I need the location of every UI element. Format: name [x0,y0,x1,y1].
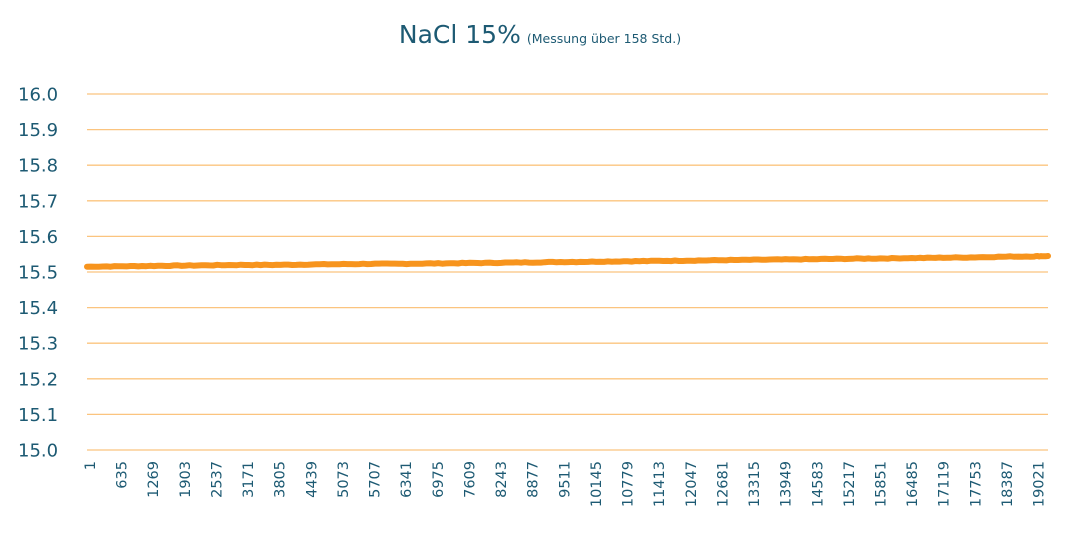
y-tick-label: 15.3 [18,334,58,355]
y-tick-label: 15.4 [18,298,58,319]
x-axis: 1 635 1269 1903 2537 3171 3805 4439 5073 5707 6341… [83,461,1048,507]
y-tick-label: 15.5 [18,263,58,284]
x-tick-label: 18387 [1000,461,1016,507]
x-tick-label: 10779 [621,461,637,507]
y-tick-label: 15.6 [18,227,58,248]
x-tick-label: 1 [83,461,99,470]
chart-title-main: NaCl 15% [398,20,521,49]
x-tick-label: 17119 [937,461,953,507]
x-tick-label: 635 [115,461,131,489]
x-tick-label: 10145 [589,461,605,507]
x-tick-label: 8877 [526,461,542,498]
x-tick-label: 5707 [368,461,384,498]
x-tick-label: 5073 [336,461,352,498]
x-tick-label: 12047 [684,461,700,507]
x-tick-label: 7609 [462,461,478,498]
gridlines [87,93,1048,451]
x-tick-label: 4439 [304,461,320,498]
x-tick-label: 6975 [431,461,447,498]
series-line-nacl-15 [84,253,1051,270]
y-axis: 15.0 15.1 15.2 15.3 15.4 15.5 15.6 15.7 15.8 15.9… [18,85,58,462]
y-tick-label: 15.9 [18,120,58,141]
data-series [84,253,1051,270]
y-tick-label: 15.1 [18,405,58,426]
x-tick-label: 19021 [1032,461,1048,507]
x-tick-label: 12681 [715,461,731,507]
x-tick-label: 9511 [557,461,573,498]
x-tick-label: 15217 [842,461,858,507]
y-tick-label: 15.7 [18,191,58,212]
x-tick-label: 1903 [178,461,194,498]
x-tick-label: 8243 [494,461,510,498]
x-tick-label: 16485 [905,461,921,507]
y-tick-label: 15.2 [18,369,58,390]
x-tick-label: 13949 [779,461,795,507]
chart-title-subtitle: (Messung über 158 Std.) [526,31,682,46]
x-tick-label: 13315 [747,461,763,507]
x-tick-label: 2537 [209,461,225,498]
x-tick-label: 15851 [874,461,890,507]
x-tick-label: 17753 [968,461,984,507]
x-tick-label: 1269 [146,461,162,498]
y-tick-label: 15.0 [18,441,58,462]
y-tick-label: 16.0 [18,85,58,106]
y-tick-label: 15.8 [18,156,58,177]
x-tick-label: 14583 [810,461,826,507]
x-tick-label: 11413 [652,461,668,507]
x-tick-label: 3805 [273,461,289,498]
chart-title: NaCl 15% (Messung über 158 Std.) [0,20,1080,49]
x-tick-label: 3171 [241,461,257,498]
x-tick-label: 6341 [399,461,415,498]
